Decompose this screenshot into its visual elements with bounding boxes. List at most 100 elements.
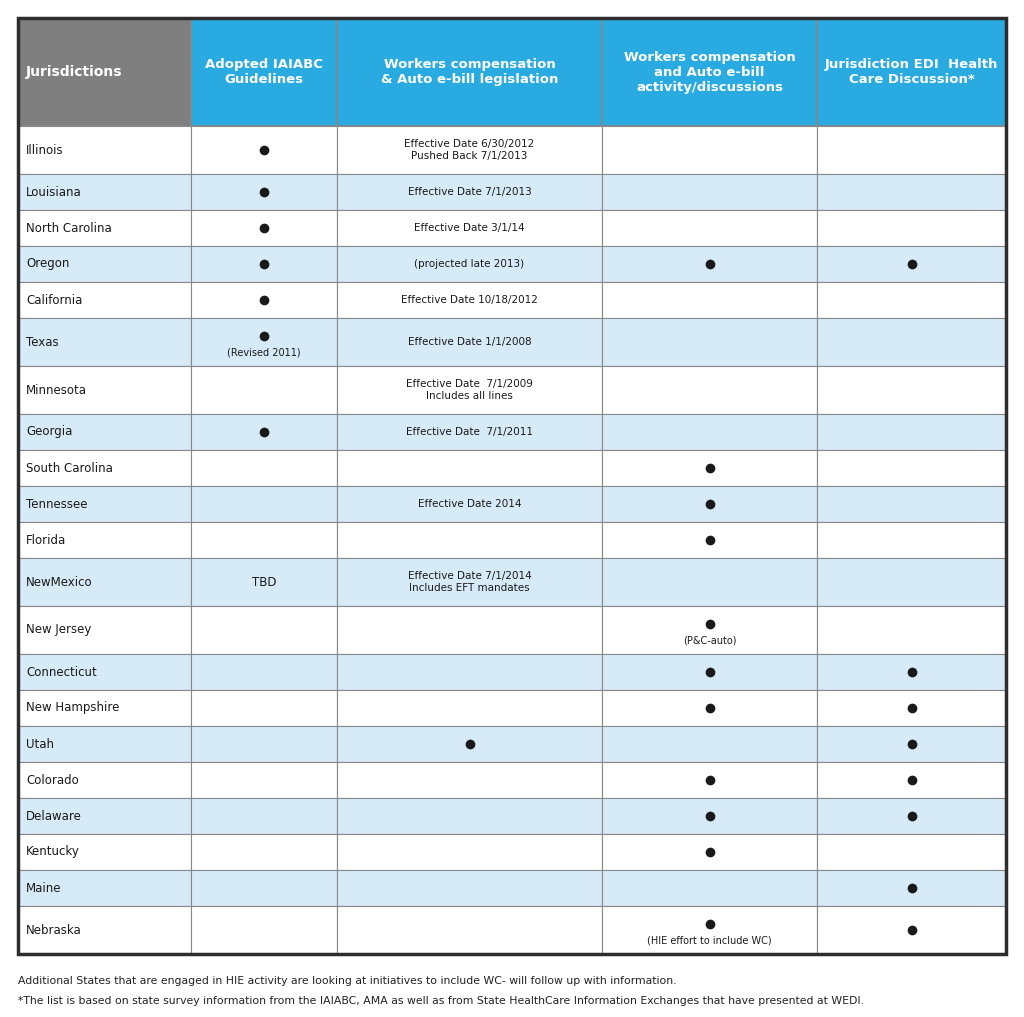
Bar — [337, 906, 602, 954]
Bar — [18, 282, 190, 318]
Bar — [190, 246, 337, 282]
Bar — [602, 834, 817, 870]
Bar — [18, 654, 190, 690]
Bar — [602, 606, 817, 654]
Bar — [602, 798, 817, 834]
Bar — [602, 558, 817, 606]
Bar — [190, 18, 337, 126]
Bar — [18, 726, 190, 762]
Bar — [817, 318, 1006, 366]
Bar — [817, 522, 1006, 558]
Bar — [817, 450, 1006, 486]
Bar — [190, 798, 337, 834]
Bar — [337, 210, 602, 246]
Bar — [602, 414, 817, 450]
Bar — [337, 762, 602, 798]
Bar — [18, 798, 190, 834]
Text: Effective Date 10/18/2012: Effective Date 10/18/2012 — [401, 295, 538, 305]
Bar — [817, 126, 1006, 174]
Text: Louisiana: Louisiana — [26, 185, 82, 198]
Bar — [337, 798, 602, 834]
Bar — [337, 606, 602, 654]
Text: California: California — [26, 294, 82, 306]
Bar — [190, 834, 337, 870]
Text: Maine: Maine — [26, 882, 61, 895]
Bar — [602, 366, 817, 414]
Bar — [602, 870, 817, 906]
Text: (P&C-auto): (P&C-auto) — [683, 636, 736, 646]
Bar — [602, 126, 817, 174]
Text: Effective Date 3/1/14: Effective Date 3/1/14 — [414, 223, 525, 233]
Text: TBD: TBD — [252, 576, 276, 589]
Bar — [602, 210, 817, 246]
Bar — [602, 318, 817, 366]
Bar — [602, 762, 817, 798]
Text: South Carolina: South Carolina — [26, 462, 113, 475]
Bar — [602, 690, 817, 726]
Bar — [18, 690, 190, 726]
Bar — [18, 762, 190, 798]
Bar — [817, 558, 1006, 606]
Text: North Carolina: North Carolina — [26, 222, 112, 235]
Text: Nebraska: Nebraska — [26, 923, 82, 937]
Bar — [817, 798, 1006, 834]
Bar — [817, 246, 1006, 282]
Bar — [190, 450, 337, 486]
Bar — [190, 762, 337, 798]
Bar — [190, 126, 337, 174]
Text: Georgia: Georgia — [26, 425, 73, 438]
Bar — [817, 282, 1006, 318]
Bar — [18, 558, 190, 606]
Text: NewMexico: NewMexico — [26, 576, 92, 589]
Text: Effective Date 7/1/2013: Effective Date 7/1/2013 — [408, 187, 531, 197]
Bar — [337, 870, 602, 906]
Text: Oregon: Oregon — [26, 257, 70, 271]
Bar — [18, 870, 190, 906]
Text: Delaware: Delaware — [26, 810, 82, 823]
Bar — [190, 606, 337, 654]
Bar — [817, 18, 1006, 126]
Text: Effective Date  7/1/2009
Includes all lines: Effective Date 7/1/2009 Includes all lin… — [407, 379, 532, 401]
Text: Additional States that are engaged in HIE activity are looking at initiatives to: Additional States that are engaged in HI… — [18, 976, 677, 986]
Bar — [18, 414, 190, 450]
Bar — [18, 174, 190, 210]
Text: Effective Date 2014: Effective Date 2014 — [418, 499, 521, 508]
Bar — [602, 726, 817, 762]
Bar — [18, 606, 190, 654]
Text: *The list is based on state survey information from the IAIABC, AMA as well as f: *The list is based on state survey infor… — [18, 996, 864, 1006]
Text: Colorado: Colorado — [26, 774, 79, 786]
Bar — [602, 906, 817, 954]
Text: (HIE effort to include WC): (HIE effort to include WC) — [647, 936, 772, 946]
Bar — [817, 414, 1006, 450]
Text: New Hampshire: New Hampshire — [26, 702, 120, 715]
Text: Adopted IAIABC
Guidelines: Adopted IAIABC Guidelines — [205, 58, 323, 86]
Bar — [190, 210, 337, 246]
Bar — [817, 654, 1006, 690]
Bar — [190, 414, 337, 450]
Text: Effective Date 1/1/2008: Effective Date 1/1/2008 — [408, 337, 531, 347]
Bar — [602, 282, 817, 318]
Text: Effective Date 7/1/2014
Includes EFT mandates: Effective Date 7/1/2014 Includes EFT man… — [408, 572, 531, 593]
Bar — [817, 870, 1006, 906]
Bar — [337, 174, 602, 210]
Bar — [337, 834, 602, 870]
Text: Jurisdiction EDI  Health
Care Discussion*: Jurisdiction EDI Health Care Discussion* — [825, 58, 998, 86]
Bar — [817, 762, 1006, 798]
Bar — [18, 522, 190, 558]
Text: Tennessee: Tennessee — [26, 497, 87, 511]
Bar — [190, 174, 337, 210]
Text: Minnesota: Minnesota — [26, 383, 87, 397]
Bar — [190, 726, 337, 762]
Bar — [190, 486, 337, 522]
Bar — [337, 318, 602, 366]
Bar — [18, 366, 190, 414]
Text: Workers compensation
and Auto e-bill
activity/discussions: Workers compensation and Auto e-bill act… — [624, 51, 796, 94]
Bar — [817, 690, 1006, 726]
Bar — [18, 210, 190, 246]
Bar — [190, 690, 337, 726]
Bar — [337, 726, 602, 762]
Bar — [337, 522, 602, 558]
Bar — [817, 606, 1006, 654]
Bar — [817, 210, 1006, 246]
Bar — [190, 558, 337, 606]
